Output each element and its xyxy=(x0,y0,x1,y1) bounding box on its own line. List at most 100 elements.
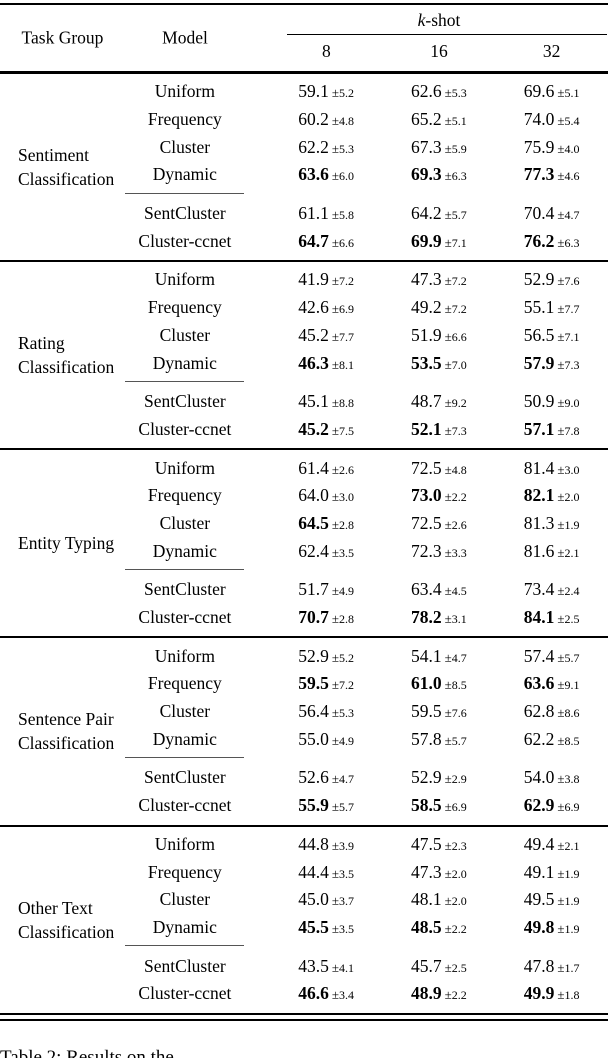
score-value: 57.8 xyxy=(410,728,442,749)
score-stddev: 6.9 xyxy=(557,800,579,814)
score-stddev: 3.1 xyxy=(445,612,467,626)
task-group-label: Sentence Pair Classification xyxy=(18,707,114,755)
score-stddev: 2.4 xyxy=(557,584,579,598)
score-cell: 51.96.6 xyxy=(382,325,495,346)
task-group-label: Rating Classification xyxy=(18,331,114,379)
score-value: 57.9 xyxy=(523,352,555,373)
score-value: 41.9 xyxy=(298,269,329,290)
score-value: 52.6 xyxy=(298,767,329,788)
score-value: 47.8 xyxy=(523,955,555,976)
table-header: Task Group Model k-shot 8 16 32 xyxy=(0,5,608,71)
kshot-columns: 8 16 32 xyxy=(270,41,608,62)
score-value: 58.5 xyxy=(410,795,442,816)
score-stddev: 4.5 xyxy=(445,584,467,598)
score-value: 45.0 xyxy=(298,889,329,910)
task-group-label-line: Classification xyxy=(18,169,115,190)
score-cell: 62.28.5 xyxy=(495,729,608,750)
score-cell: 44.43.5 xyxy=(270,862,383,883)
score-value: 72.3 xyxy=(410,540,442,561)
score-stddev: 2.1 xyxy=(557,839,579,853)
score-value: 44.4 xyxy=(298,861,329,882)
score-value: 62.2 xyxy=(298,136,329,157)
score-stddev: 5.8 xyxy=(332,208,354,222)
score-stddev: 7.6 xyxy=(557,274,579,288)
score-value: 62.4 xyxy=(298,540,329,561)
score-stddev: 5.3 xyxy=(332,142,354,156)
score-stddev: 1.9 xyxy=(557,894,579,908)
score-stddev: 8.6 xyxy=(557,706,579,720)
score-cell: 75.94.0 xyxy=(495,137,608,158)
header-col-32: 32 xyxy=(542,41,561,61)
score-cell: 57.45.7 xyxy=(495,646,608,667)
score-value: 55.0 xyxy=(298,728,329,749)
score-cell: 70.72.8 xyxy=(270,607,383,628)
score-value: 48.9 xyxy=(410,983,442,1004)
task-group-block: Other TextClassificationUniform44.83.947… xyxy=(0,827,608,1013)
model-column-midrule xyxy=(125,192,244,194)
score-stddev: 5.7 xyxy=(445,734,467,748)
task-group-label-line: Classification xyxy=(18,733,115,754)
score-value: 52.1 xyxy=(410,418,442,439)
group-separator-rule xyxy=(0,260,608,263)
score-cell: 49.11.9 xyxy=(495,862,608,883)
score-stddev: 7.3 xyxy=(557,358,579,372)
score-cell: 62.43.5 xyxy=(270,541,383,562)
score-value: 62.2 xyxy=(523,728,555,749)
score-cell: 73.02.2 xyxy=(382,485,495,506)
group-separator-rule xyxy=(0,824,608,827)
score-value: 48.7 xyxy=(410,391,442,412)
bottom-rule-2 xyxy=(0,1018,608,1021)
score-value: 61.0 xyxy=(410,673,442,694)
group-separator-rule xyxy=(0,448,608,451)
score-value: 49.8 xyxy=(523,916,555,937)
score-value: 69.6 xyxy=(523,81,555,102)
score-value: 72.5 xyxy=(410,512,442,533)
score-cell: 60.24.8 xyxy=(270,109,383,130)
score-cell: 69.36.3 xyxy=(382,164,495,185)
model-name: Frequency xyxy=(147,297,222,318)
score-stddev: 2.2 xyxy=(445,988,467,1002)
score-cell: 63.44.5 xyxy=(382,579,495,600)
score-cell: 47.37.2 xyxy=(382,269,495,290)
model-name: Cluster xyxy=(159,889,211,910)
model-name: Dynamic xyxy=(152,916,217,937)
score-stddev: 5.7 xyxy=(332,800,354,814)
score-cell: 84.12.5 xyxy=(495,607,608,628)
score-value: 61.1 xyxy=(298,203,329,224)
score-value: 64.0 xyxy=(298,485,329,506)
task-group-label: Entity Typing xyxy=(18,531,114,555)
score-cell: 45.72.5 xyxy=(382,956,495,977)
score-stddev: 6.3 xyxy=(557,236,579,250)
score-cell: 59.57.2 xyxy=(270,673,383,694)
model-name: Dynamic xyxy=(152,540,217,561)
score-value: 49.4 xyxy=(523,833,555,854)
score-value: 48.5 xyxy=(410,916,442,937)
table-bottom-rules xyxy=(0,1012,608,1021)
score-stddev: 5.1 xyxy=(445,114,467,128)
model-column-midrule xyxy=(125,380,244,382)
score-stddev: 4.9 xyxy=(332,734,354,748)
score-value: 47.3 xyxy=(410,861,442,882)
score-cell: 45.27.5 xyxy=(270,419,383,440)
score-stddev: 7.6 xyxy=(445,706,467,720)
score-cell: 50.99.0 xyxy=(495,391,608,412)
score-cell: 64.03.0 xyxy=(270,485,383,506)
task-group-label-line: Entity Typing xyxy=(18,533,115,554)
score-stddev: 2.9 xyxy=(445,772,467,786)
score-value: 64.5 xyxy=(298,512,329,533)
score-cell: 53.57.0 xyxy=(382,353,495,374)
score-stddev: 2.1 xyxy=(557,546,579,560)
model-name: Dynamic xyxy=(152,164,217,185)
score-value: 62.6 xyxy=(410,81,442,102)
score-stddev: 3.9 xyxy=(332,839,354,853)
score-cell: 54.03.8 xyxy=(495,767,608,788)
